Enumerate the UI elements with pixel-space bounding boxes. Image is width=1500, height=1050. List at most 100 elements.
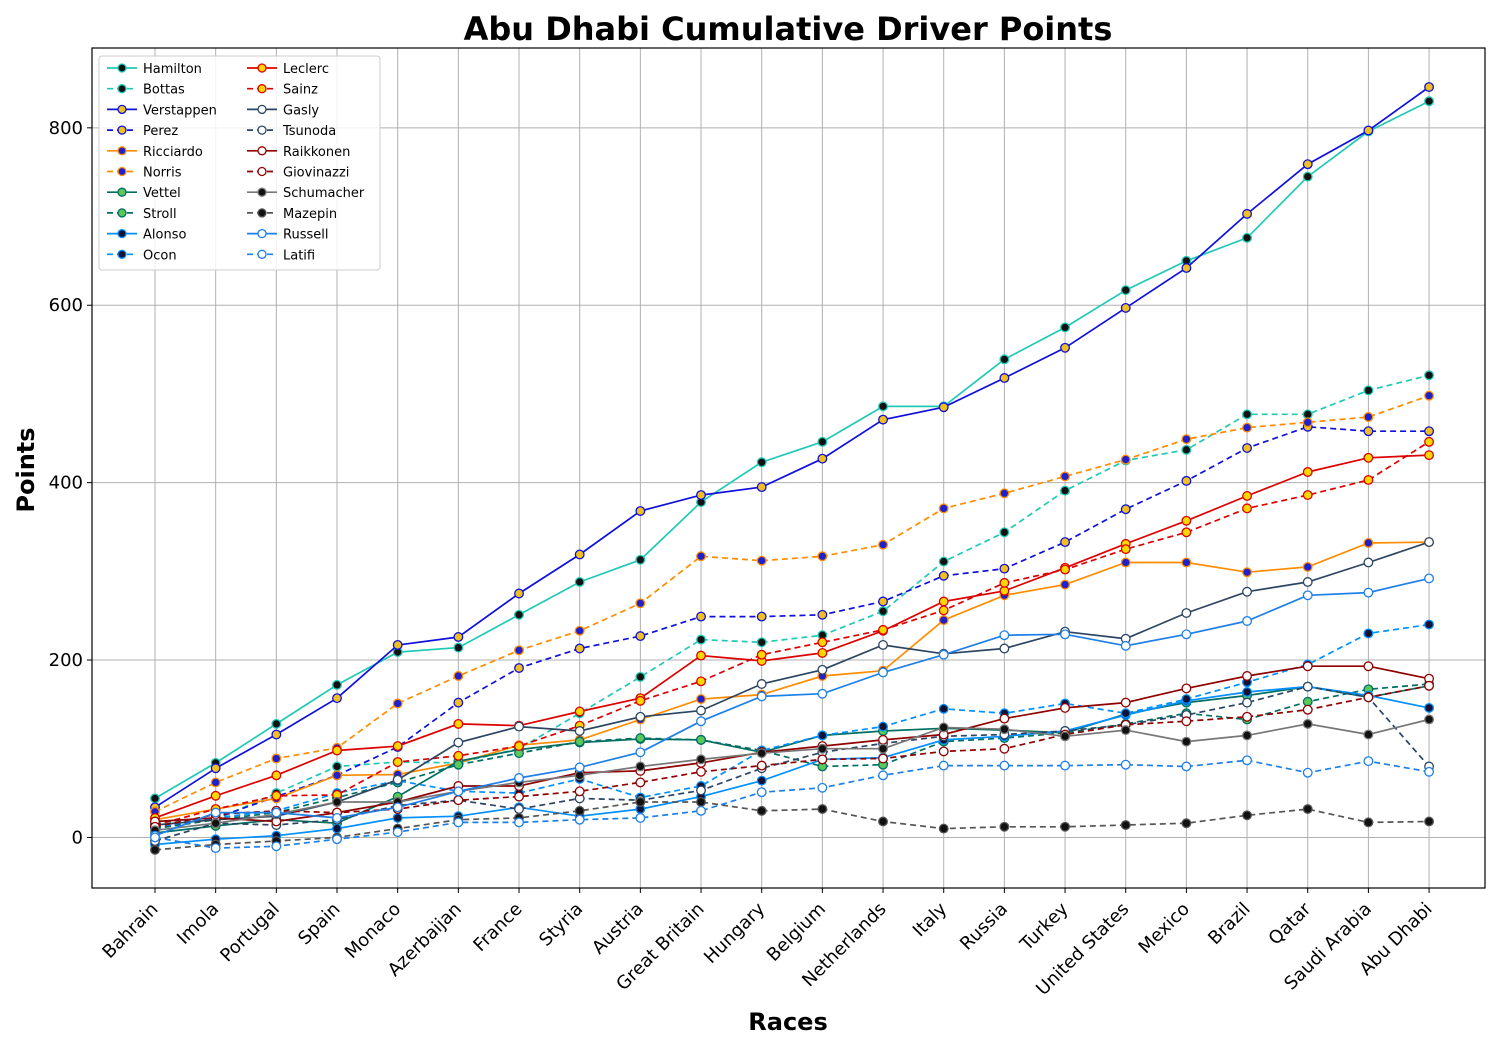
legend-entry-norris: Norris <box>107 166 182 181</box>
data-point-latifi <box>210 843 221 854</box>
legend: Hamilton Bottas Verstappen Perez Ricciardo No… <box>98 55 381 271</box>
data-point-stroll <box>574 736 585 747</box>
data-point-leclerc <box>1302 467 1313 477</box>
data-point-norris <box>392 698 403 709</box>
data-point-bottas <box>1363 385 1374 396</box>
legend-swatch-marker <box>257 63 267 73</box>
data-point-verstappen <box>1363 125 1374 136</box>
data-point-giovinazzi <box>1181 716 1192 727</box>
data-point-hamilton <box>453 642 464 653</box>
legend-label: Ocon <box>143 248 177 263</box>
plot-frame <box>91 47 1486 889</box>
data-point-russell <box>1424 573 1435 584</box>
data-point-ocon <box>938 703 949 714</box>
data-point-mazepin <box>574 805 585 816</box>
legend-entry-mazepin: Mazepin <box>247 207 337 222</box>
data-point-hamilton <box>756 457 767 468</box>
data-point-verstappen <box>1120 302 1131 313</box>
data-point-raikkonen <box>1363 661 1374 672</box>
data-point-hamilton <box>574 577 585 587</box>
data-point-russell <box>1060 629 1071 640</box>
data-point-giovinazzi <box>756 760 767 771</box>
data-point-bottas <box>1060 485 1071 496</box>
data-point-verstappen <box>271 729 282 740</box>
data-point-russell <box>332 812 342 823</box>
data-point-schumacher <box>1363 729 1374 740</box>
data-point-raikkonen <box>1242 671 1253 681</box>
data-point-sainz <box>756 649 767 660</box>
data-point-verstappen <box>817 453 828 464</box>
data-point-schumacher <box>1060 731 1071 742</box>
data-point-stroll <box>1302 696 1313 707</box>
data-point-hamilton <box>1302 171 1313 182</box>
data-point-giovinazzi <box>514 791 524 802</box>
data-point-latifi <box>1242 755 1253 766</box>
data-point-ricciardo <box>696 694 706 705</box>
data-point-alonso <box>1242 687 1253 697</box>
data-point-latifi <box>271 841 282 852</box>
data-point-leclerc <box>1363 452 1374 463</box>
data-point-latifi <box>635 812 646 823</box>
data-point-tsunoda <box>1302 681 1313 692</box>
data-point-leclerc <box>332 745 342 756</box>
data-point-stroll <box>453 759 464 770</box>
series-line-latifi <box>154 759 1430 849</box>
legend-label: Russell <box>283 228 328 243</box>
data-point-verstappen <box>999 373 1010 383</box>
data-point-mazepin <box>817 804 828 815</box>
data-point-mazepin <box>635 797 646 807</box>
data-point-sainz <box>635 695 646 706</box>
legend-entry-alonso: Alonso <box>107 228 186 243</box>
data-point-latifi <box>1060 760 1071 771</box>
legend-swatch-marker <box>257 125 267 135</box>
x-axis-label: Races <box>748 1008 827 1036</box>
data-point-russell <box>878 667 888 678</box>
data-point-perez <box>817 609 828 620</box>
data-point-verstappen <box>938 402 949 413</box>
data-point-stroll <box>696 734 706 745</box>
data-point-norris <box>1424 390 1435 401</box>
data-point-schumacher <box>1120 725 1131 736</box>
data-point-sainz <box>999 577 1010 588</box>
data-point-mazepin <box>1120 820 1131 830</box>
data-point-verstappen <box>696 490 706 501</box>
data-point-giovinazzi <box>696 766 706 777</box>
data-point-stroll <box>635 733 646 744</box>
data-point-gasly <box>635 711 646 722</box>
data-point-verstappen <box>1424 82 1435 92</box>
legend-entry-russell: Russell <box>247 228 328 243</box>
data-point-giovinazzi <box>999 743 1010 754</box>
data-point-schumacher <box>210 818 221 829</box>
data-point-latifi <box>999 760 1010 771</box>
legend-entry-stroll: Stroll <box>107 207 177 222</box>
data-point-perez <box>696 611 706 622</box>
data-point-norris <box>817 551 828 562</box>
data-point-leclerc <box>574 706 585 717</box>
data-point-latifi <box>756 787 767 798</box>
data-point-ricciardo <box>332 770 342 781</box>
data-point-sainz <box>1181 527 1192 538</box>
data-point-mazepin <box>1181 818 1192 829</box>
data-point-ricciardo <box>938 615 949 626</box>
legend-entry-vettel: Vettel <box>107 186 181 201</box>
series-line-giovinazzi <box>154 684 1430 828</box>
data-point-sainz <box>938 605 949 616</box>
data-point-tsunoda <box>1242 697 1253 708</box>
data-point-sainz <box>1424 436 1435 447</box>
series-group <box>150 82 1435 855</box>
series-line-stroll <box>154 683 1430 830</box>
series-line-vettel <box>154 684 1430 834</box>
y-tick-label: 400 <box>49 473 83 494</box>
legend-swatch-marker <box>117 84 127 94</box>
data-point-gasly <box>514 721 524 732</box>
data-point-hamilton <box>271 718 282 729</box>
data-point-perez <box>938 570 949 581</box>
data-point-russell <box>453 786 464 797</box>
legend-entry-latifi: Latifi <box>247 248 315 263</box>
legend-label: Alonso <box>143 228 186 243</box>
data-point-alonso <box>756 775 767 786</box>
legend-box <box>98 55 381 271</box>
data-point-latifi <box>150 832 160 843</box>
data-point-ricciardo <box>1060 579 1071 590</box>
